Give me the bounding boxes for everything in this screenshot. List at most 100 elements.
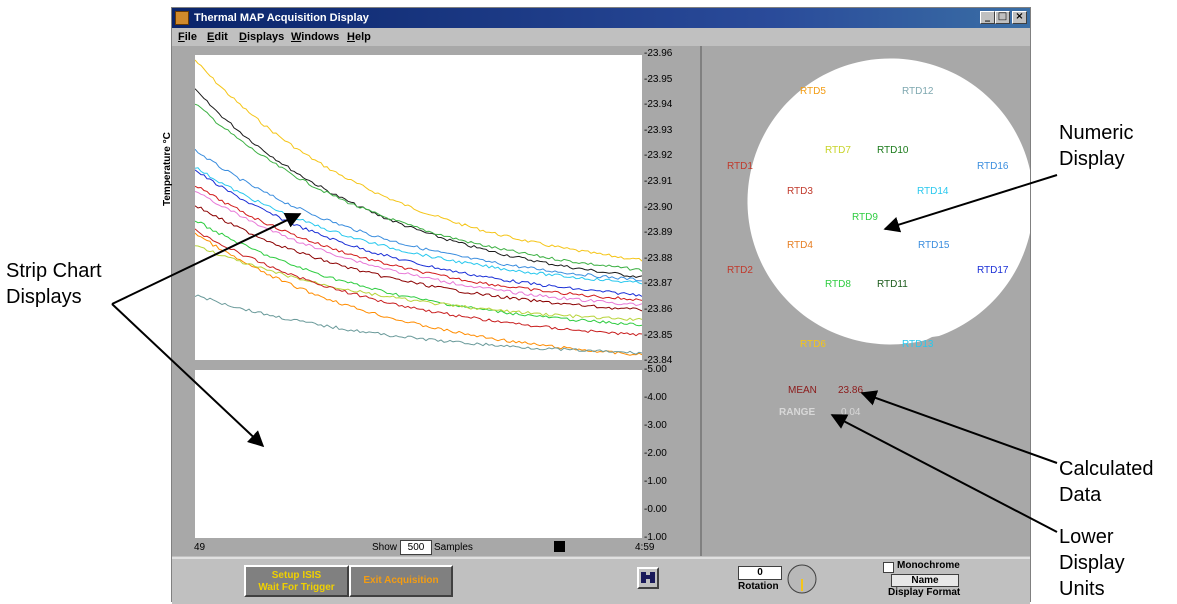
lower-tick-label: -2.00 (644, 448, 667, 459)
exit-acquisition-button[interactable]: Exit Acquisition (349, 565, 453, 597)
upper-tick-label: -23.94 (644, 99, 673, 111)
rtd-label-rtd14: RTD14 (917, 186, 949, 197)
rtd-label-rtd7: RTD7 (825, 145, 851, 156)
window-title: Thermal MAP Acquisition Display (194, 12, 369, 24)
strip-chart-trace (194, 294, 643, 355)
y-axis-label: Temperature °C (162, 132, 173, 206)
rtd-label-rtd12: RTD12 (902, 86, 934, 97)
callout-numeric-line2: Display (1059, 148, 1125, 170)
rtd-label-rtd16: RTD16 (977, 161, 1009, 172)
wafer-svg (747, 58, 1030, 345)
rtd-label-rtd3: RTD3 (787, 186, 813, 197)
upper-strip-chart (194, 55, 643, 360)
app-window: Thermal MAP Acquisition Display _ □ × Fi… (162, 7, 1031, 604)
menu-displays[interactable]: Displays (239, 31, 285, 43)
range-label: RANGE (779, 407, 816, 418)
x-end-label: 4:59 (635, 542, 655, 553)
callout-strip-chart-line1: Strip Chart (6, 260, 102, 282)
callout-lower-units: Lower Display Units (1059, 524, 1125, 602)
menu-file[interactable]: File (178, 31, 197, 43)
callout-lower-units-line3: Units (1059, 578, 1105, 600)
callout-calculated: Calculated Data (1059, 456, 1154, 508)
lower-tick-label: -5.00 (644, 364, 667, 375)
callout-numeric: Numeric Display (1059, 120, 1133, 172)
rtd-label-rtd6: RTD6 (800, 339, 826, 350)
callout-calculated-line2: Data (1059, 484, 1102, 506)
maximize-button[interactable]: □ (995, 11, 1010, 24)
rtd-label-rtd4: RTD4 (787, 240, 813, 251)
app-icon (175, 11, 189, 25)
upper-tick-label: -23.89 (644, 227, 673, 239)
setup-isis-button[interactable]: Setup ISIS Wait For Trigger (244, 565, 349, 597)
strip-chart-trace (194, 167, 643, 285)
rtd-label-rtd9: RTD9 (852, 212, 878, 223)
upper-tick-label: -23.96 (644, 48, 673, 59)
upper-tick-label: -23.93 (644, 124, 673, 136)
samples-input[interactable]: 500 (400, 540, 432, 555)
upper-tick-label: -23.87 (644, 278, 673, 290)
minimize-button[interactable]: _ (980, 11, 995, 24)
monochrome-label: Monochrome (897, 560, 960, 571)
rtd-label-rtd10: RTD10 (877, 145, 909, 156)
lower-tick-label: -4.00 (644, 392, 667, 403)
lower-tick-label: -1.00 (644, 476, 667, 487)
wafer-circle (747, 58, 1030, 345)
bottom-toolbar: Setup ISIS Wait For Trigger Exit Acquisi… (172, 557, 1030, 604)
x-start-label: 49 (194, 542, 206, 553)
upper-tick-label: -23.86 (644, 304, 673, 315)
rtd-label-rtd15: RTD15 (918, 240, 950, 251)
show-label: Show (372, 542, 398, 553)
mean-label: MEAN (788, 385, 817, 396)
title-bar[interactable]: Thermal MAP Acquisition Display _ □ × (172, 8, 1030, 28)
lower-tick-label: -3.00 (644, 420, 667, 431)
setup-button-line2: Wait For Trigger (258, 582, 335, 593)
upper-tick-label: -23.95 (644, 73, 673, 85)
rotation-dial-icon[interactable] (786, 563, 818, 595)
rtd-label-rtd8: RTD8 (825, 279, 851, 290)
rtd-label-rtd11: RTD11 (877, 279, 908, 290)
rotation-label: Rotation (738, 581, 779, 592)
upper-tick-label: -23.84 (644, 355, 673, 367)
upper-tick-label: -23.85 (644, 329, 673, 341)
mean-value: 23.86 (838, 385, 864, 396)
display-format-label: Display Format (888, 587, 961, 598)
lower-tick-label: -0.00 (644, 504, 667, 515)
strip-chart-trace (194, 103, 643, 272)
callout-calculated-line1: Calculated (1059, 458, 1154, 480)
close-button[interactable]: × (1012, 11, 1027, 24)
strip-chart-trace (194, 59, 643, 262)
numeric-display-panel: RTD5 RTD12 RTD7 RTD10 RTD1 RTD16 RTD3 RTD14 RTD9… (702, 46, 1030, 556)
upper-tick-label: -23.90 (644, 201, 673, 213)
display-format-field[interactable]: Name (891, 574, 959, 587)
callout-strip-chart: Strip Chart Displays (6, 258, 102, 310)
callout-numeric-line1: Numeric (1059, 122, 1134, 144)
upper-tick-label: -23.88 (644, 252, 673, 264)
strip-chart-trace (194, 220, 643, 327)
stop-square-icon[interactable] (554, 541, 565, 552)
menu-edit[interactable]: Edit (207, 31, 228, 43)
strip-chart-trace (194, 228, 643, 337)
rtd-label-rtd2: RTD2 (727, 265, 753, 276)
callout-strip-chart-line2: Displays (6, 286, 82, 308)
binoculars-glyph (641, 572, 655, 583)
samples-label: Samples (434, 542, 473, 553)
rotation-input[interactable]: 0 (738, 566, 782, 580)
menu-windows[interactable]: Windows (291, 31, 340, 43)
rtd-label-rtd17: RTD17 (977, 265, 1009, 276)
rtd-label-rtd13: RTD13 (902, 339, 934, 350)
rtd-label-rtd5: RTD5 (800, 86, 826, 97)
callout-lower-units-line1: Lower (1059, 526, 1114, 548)
menu-bar: File Edit Displays Windows Help (172, 28, 1030, 47)
callout-lower-units-line2: Display (1059, 552, 1125, 574)
lower-strip-chart (195, 370, 642, 538)
strip-chart-trace (194, 88, 643, 278)
upper-chart-svg (194, 59, 643, 356)
binoculars-icon[interactable] (637, 567, 659, 589)
monochrome-checkbox[interactable] (883, 562, 894, 573)
setup-button-line1: Setup ISIS (271, 570, 322, 581)
strip-chart-trace (194, 169, 643, 297)
upper-tick-label: -23.91 (644, 176, 673, 187)
menu-help[interactable]: Help (347, 31, 371, 43)
upper-tick-label: -23.92 (644, 150, 673, 162)
rtd-label-rtd1: RTD1 (727, 161, 753, 172)
